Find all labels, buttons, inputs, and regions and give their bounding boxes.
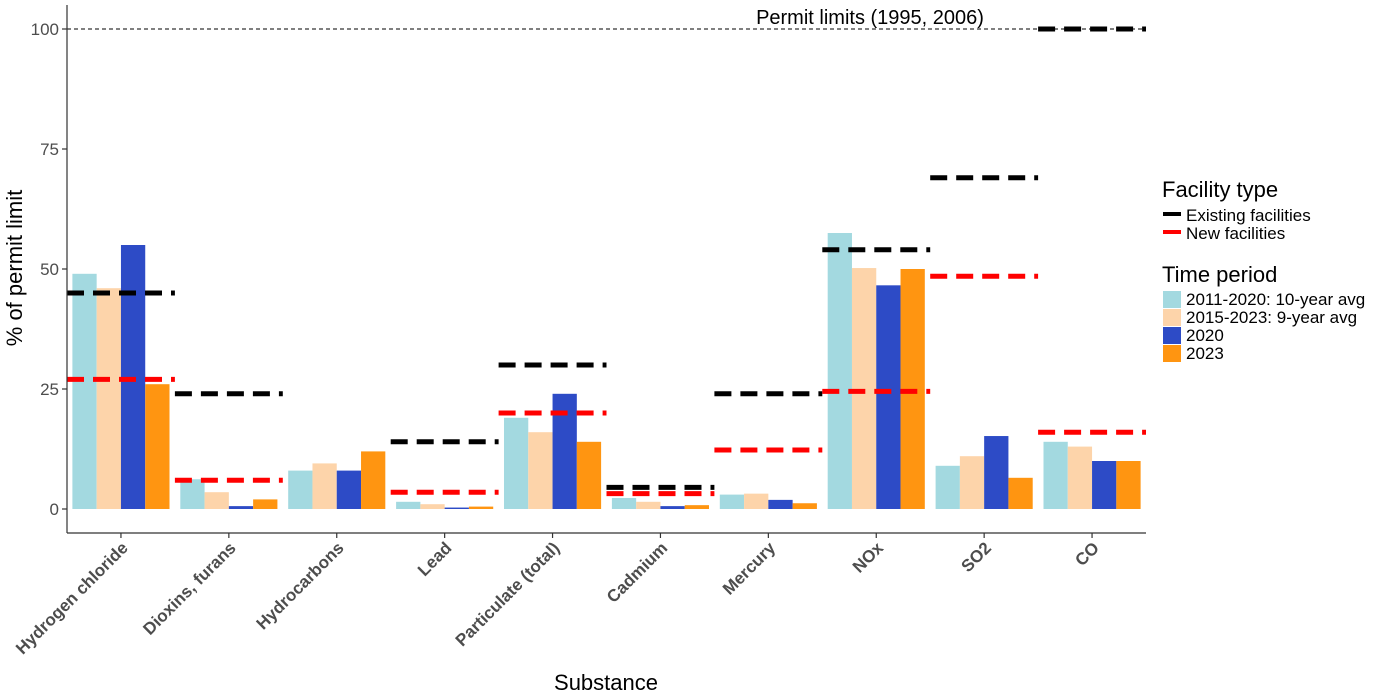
bar-0-4 xyxy=(503,417,529,509)
bar-0-9 xyxy=(1043,441,1068,509)
x-tick-label-3: Lead xyxy=(414,538,455,579)
legend-key-time-1 xyxy=(1163,309,1181,326)
bar-3-3 xyxy=(468,506,494,509)
legend-key-time-3 xyxy=(1163,345,1181,362)
x-tick-label-7: NOx xyxy=(849,538,888,577)
bar-2-5 xyxy=(660,506,685,509)
bar-3-4 xyxy=(576,441,602,509)
legend-label-time-1: 2015-2023: 9-year avg xyxy=(1186,308,1357,327)
x-tick-label-9: CO xyxy=(1071,538,1102,569)
y-tick-label-3: 75 xyxy=(40,140,59,159)
bar-2-8 xyxy=(984,436,1009,509)
bar-3-2 xyxy=(361,451,386,509)
bar-3-0 xyxy=(145,384,170,509)
legend-key-time-0 xyxy=(1163,291,1181,308)
plot-area xyxy=(67,26,1146,509)
bar-1-9 xyxy=(1067,446,1093,509)
bar-1-1 xyxy=(204,492,229,509)
bar-2-6 xyxy=(768,499,793,509)
bar-3-5 xyxy=(684,505,710,509)
bar-0-5 xyxy=(611,497,637,509)
x-tick-label-0: Hydrogen chloride xyxy=(12,538,132,658)
y-tick-label-2: 50 xyxy=(40,260,59,279)
bar-1-7 xyxy=(851,268,877,509)
bar-3-8 xyxy=(1008,477,1033,509)
bar-0-2 xyxy=(288,470,313,509)
reference-line-label: Permit limits (1995, 2006) xyxy=(756,7,984,29)
bar-0-8 xyxy=(935,465,960,509)
y-tick-label-1: 25 xyxy=(40,380,59,399)
bar-1-4 xyxy=(528,432,553,509)
bar-0-7 xyxy=(827,233,852,509)
bar-2-9 xyxy=(1092,461,1117,509)
y-tick-label-0: 0 xyxy=(50,500,59,519)
x-tick-label-6: Mercury xyxy=(719,538,780,599)
bar-1-5 xyxy=(636,501,661,509)
axes: 0 25 50 75 100 Hydrogen chloride Dioxins, fura… xyxy=(12,5,1146,658)
x-axis-title: Substance xyxy=(554,670,658,695)
x-tick-label-4: Particulate (total) xyxy=(452,538,564,650)
y-tick-label-4: 100 xyxy=(31,20,59,39)
legend-label-facility-1: New facilities xyxy=(1186,224,1285,243)
x-tick-label-5: Cadmium xyxy=(603,538,671,606)
bar-2-7 xyxy=(876,285,901,509)
x-tick-label-8: SO2 xyxy=(957,538,994,575)
x-tick-label-1: Dioxins, furans xyxy=(139,538,239,638)
bar-0-6 xyxy=(719,494,745,509)
legend-label-time-0: 2011-2020: 10-year avg xyxy=(1186,290,1365,309)
bar-1-8 xyxy=(959,456,985,509)
bar-3-6 xyxy=(792,503,817,509)
bar-2-3 xyxy=(444,507,469,509)
legend: Facility type Time period Existing facil… xyxy=(1162,177,1365,363)
y-axis-title: % of permit limit xyxy=(2,190,27,346)
bar-3-9 xyxy=(1116,461,1141,509)
legend-time-title: Time period xyxy=(1162,262,1277,287)
bar-1-3 xyxy=(420,504,445,509)
legend-label-facility-0: Existing facilities xyxy=(1186,206,1311,225)
bar-3-1 xyxy=(253,499,278,509)
legend-facility-title: Facility type xyxy=(1162,177,1278,202)
legend-label-time-2: 2020 xyxy=(1186,326,1224,345)
bar-1-0 xyxy=(96,288,121,509)
legend-key-time-2 xyxy=(1163,327,1181,344)
legend-label-time-3: 2023 xyxy=(1186,344,1224,363)
bar-0-1 xyxy=(180,479,205,509)
bar-1-6 xyxy=(744,493,769,509)
bar-2-1 xyxy=(228,506,254,509)
bar-1-2 xyxy=(312,463,337,509)
bar-0-3 xyxy=(396,501,421,509)
bar-0-0 xyxy=(72,273,97,509)
bar-2-2 xyxy=(336,470,362,509)
x-tick-label-2: Hydrocarbons xyxy=(253,538,348,633)
